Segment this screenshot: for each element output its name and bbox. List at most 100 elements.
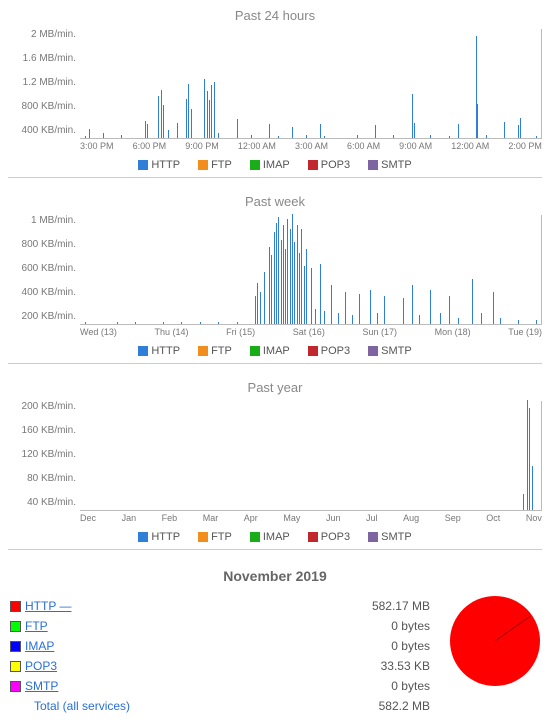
legend-item[interactable]: HTTP	[138, 345, 180, 357]
bar	[294, 242, 295, 324]
bar	[207, 91, 208, 138]
bar	[181, 322, 182, 324]
legend-item[interactable]: FTP	[198, 159, 232, 171]
bar	[430, 135, 431, 138]
separator	[8, 177, 542, 178]
x-tick: Oct	[486, 513, 500, 523]
chart-panel-chart24h: Past 24 hours2 MB/min.1.6 MB/min.1.2 MB/…	[0, 0, 550, 186]
bar	[281, 240, 282, 324]
bar	[352, 315, 353, 324]
bar	[299, 253, 300, 324]
service-value: 0 bytes	[165, 639, 450, 653]
bar	[158, 96, 159, 138]
legend-label: HTTP	[151, 345, 180, 357]
bar	[375, 125, 376, 138]
x-tick: 12:00 AM	[451, 141, 489, 151]
bar	[377, 313, 378, 324]
legend-item[interactable]: IMAP	[250, 531, 290, 543]
bar	[168, 130, 169, 138]
bar	[520, 118, 521, 138]
service-link[interactable]: FTP	[25, 619, 165, 633]
summary-body: HTTP —582.17 MBFTP0 bytesIMAP0 bytesPOP3…	[0, 596, 550, 726]
bar	[269, 247, 270, 324]
service-link[interactable]: POP3	[25, 659, 165, 673]
legend-item[interactable]: IMAP	[250, 345, 290, 357]
x-axis: 3:00 PM6:00 PM9:00 PM12:00 AM3:00 AM6:00…	[8, 141, 542, 151]
legend-item[interactable]: IMAP	[250, 159, 290, 171]
separator	[8, 363, 542, 364]
bar	[311, 268, 312, 324]
legend-item[interactable]: FTP	[198, 531, 232, 543]
x-tick: Thu (14)	[155, 327, 189, 337]
x-tick: Nov	[526, 513, 542, 523]
legend-label: HTTP	[151, 531, 180, 543]
bar	[430, 290, 431, 324]
service-link[interactable]: IMAP	[25, 639, 165, 653]
total-label: Total (all services)	[10, 699, 170, 713]
service-link[interactable]: HTTP —	[25, 599, 165, 613]
x-ticks: DecJanFebMarAprMayJunJulAugSepOctNov	[80, 513, 542, 523]
x-tick: 6:00 PM	[133, 141, 167, 151]
bar	[257, 283, 258, 324]
x-tick: Aug	[403, 513, 419, 523]
plot-area[interactable]	[80, 29, 542, 139]
chart-wrap: 2 MB/min.1.6 MB/min.1.2 MB/min.800 KB/mi…	[8, 29, 542, 139]
pie-chart[interactable]	[450, 596, 540, 686]
bar	[191, 109, 192, 138]
bar	[297, 225, 298, 324]
x-tick: Dec	[80, 513, 96, 523]
chart-title: Past year	[8, 380, 542, 395]
service-value: 33.53 KB	[165, 659, 450, 673]
bar	[276, 223, 277, 324]
bar	[214, 82, 215, 138]
legend-label: SMTP	[381, 531, 412, 543]
bar	[278, 217, 279, 324]
y-axis: 2 MB/min.1.6 MB/min.1.2 MB/min.800 KB/mi…	[8, 29, 80, 139]
legend-item[interactable]: SMTP	[368, 345, 412, 357]
y-axis: 1 MB/min.800 KB/min.600 KB/min.400 KB/mi…	[8, 215, 80, 325]
bar	[274, 232, 275, 324]
x-ticks: Wed (13)Thu (14)Fri (15)Sat (16)Sun (17)…	[80, 327, 542, 337]
plot-area[interactable]	[80, 401, 542, 511]
bar	[338, 313, 339, 324]
legend-item[interactable]: POP3	[308, 345, 350, 357]
bar	[449, 296, 450, 324]
bar	[324, 136, 325, 138]
bar	[287, 219, 288, 324]
legend-item[interactable]: SMTP	[368, 531, 412, 543]
legend-item[interactable]: FTP	[198, 345, 232, 357]
legend-item[interactable]: HTTP	[138, 159, 180, 171]
bar	[320, 124, 321, 138]
legend-item[interactable]: SMTP	[368, 159, 412, 171]
bar	[419, 315, 420, 324]
plot-area[interactable]	[80, 215, 542, 325]
bar	[536, 320, 537, 324]
legend-item[interactable]: POP3	[308, 531, 350, 543]
legend-item[interactable]: POP3	[308, 159, 350, 171]
legend-item[interactable]: HTTP	[138, 531, 180, 543]
bar	[271, 255, 272, 324]
legend-label: IMAP	[263, 159, 290, 171]
bar	[177, 123, 178, 138]
bar	[504, 122, 505, 138]
bar	[117, 322, 118, 324]
legend-swatch	[308, 160, 318, 170]
bar	[290, 229, 291, 324]
x-tick: Wed (13)	[80, 327, 117, 337]
legend: HTTP FTP IMAP POP3 SMTP	[8, 345, 542, 357]
x-tick: Fri (15)	[226, 327, 255, 337]
bar	[481, 313, 482, 324]
service-row: FTP0 bytes	[10, 616, 450, 636]
x-tick: Jul	[366, 513, 378, 523]
legend-swatch	[198, 160, 208, 170]
bar	[477, 104, 478, 138]
bar	[529, 408, 530, 510]
bar	[283, 225, 284, 324]
legend-swatch	[138, 346, 148, 356]
service-link[interactable]: SMTP	[25, 679, 165, 693]
bar	[486, 135, 487, 138]
x-tick: 6:00 AM	[347, 141, 380, 151]
legend-swatch	[138, 532, 148, 542]
bar	[357, 135, 358, 138]
service-swatch	[10, 641, 21, 652]
